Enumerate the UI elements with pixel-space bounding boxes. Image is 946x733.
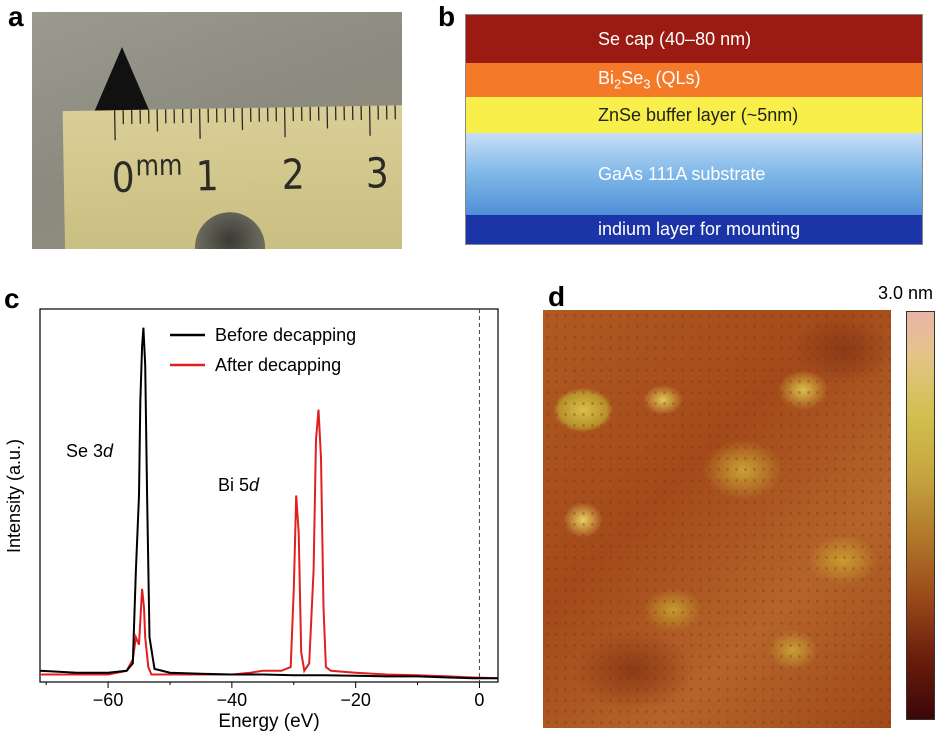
- ruler-tick: [113, 110, 116, 141]
- se-peak-annotation: Se 3d: [66, 441, 114, 461]
- ruler-number: 3: [365, 150, 390, 198]
- bi-peak-annotation: Bi 5d: [218, 475, 260, 495]
- legend-label-before: Before decapping: [215, 325, 356, 345]
- series-line-after-decapping: [40, 409, 499, 680]
- panel-label-b: b: [438, 1, 456, 32]
- layer-bi2se3: Bi2Se3 (QLs): [466, 63, 922, 97]
- layer-znse: ZnSe buffer layer (~5nm): [466, 97, 922, 133]
- ruler-hole: [194, 211, 266, 249]
- layer-stack-diagram: Se cap (40–80 nm) Bi2Se3 (QLs) ZnSe buff…: [465, 14, 923, 245]
- x-tick-label: −60: [93, 690, 124, 710]
- panel-label-d: d: [548, 281, 566, 312]
- x-tick-label: 0: [474, 690, 484, 710]
- colorbar-max-label: 3.0 nm: [878, 283, 934, 303]
- afm-texture: [543, 310, 891, 728]
- plot-frame: [39, 308, 499, 683]
- ruler-tick: [198, 108, 201, 139]
- x-tick-label: −40: [217, 690, 248, 710]
- ruler-tick: [283, 107, 286, 138]
- afm-colorbar: [906, 311, 935, 720]
- afm-topography-image: [543, 310, 891, 728]
- ruler-number: 0: [111, 154, 136, 203]
- sample-chip: [92, 47, 152, 117]
- layer-bi2se3-label: Bi2Se3 (QLs): [598, 68, 701, 92]
- y-axis-label: Intensity (a.u.): [4, 439, 24, 553]
- ruler-tick: [368, 105, 371, 136]
- series-line-before-decapping: [39, 327, 498, 680]
- sample-photo: mm 0 1 2 3: [32, 12, 402, 249]
- ruler-number: 1: [195, 153, 220, 201]
- layer-znse-label: ZnSe buffer layer (~5nm): [598, 104, 799, 125]
- ruler-unit: mm: [135, 148, 183, 183]
- layer-gaas-label: GaAs 111A substrate: [598, 163, 766, 184]
- ruler-ticks: [113, 105, 396, 141]
- legend-label-after: After decapping: [215, 355, 341, 375]
- x-tick-label: −20: [340, 690, 371, 710]
- panel-label-a: a: [8, 1, 24, 32]
- panel-label-c: c: [4, 283, 20, 314]
- layer-indium: indium layer for mounting: [466, 215, 922, 244]
- layer-indium-label: indium layer for mounting: [598, 219, 801, 239]
- x-axis-label: Energy (eV): [218, 711, 319, 732]
- ruler-number: 2: [281, 151, 306, 200]
- ruler: mm 0 1 2 3: [62, 104, 402, 249]
- xps-spectrum-chart: −60 −40 −20 0 Before decapping After decapp…: [4, 308, 499, 732]
- layer-gaas: GaAs 111A substrate: [466, 133, 922, 215]
- layer-se-cap-label: Se cap (40–80 nm): [598, 28, 752, 49]
- layer-se-cap: Se cap (40–80 nm): [466, 15, 922, 63]
